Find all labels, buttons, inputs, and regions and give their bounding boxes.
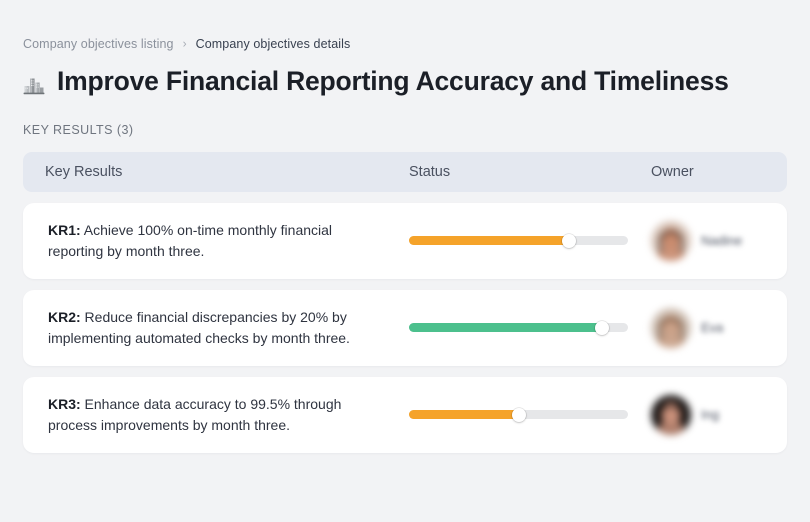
progress-handle[interactable] <box>511 407 526 422</box>
table-body: KR1: Achieve 100% on-time monthly financ… <box>23 202 787 453</box>
key-result-description: Reduce financial discrepancies by 20% by… <box>48 309 350 346</box>
breadcrumb-current: Company objectives details <box>195 37 351 51</box>
key-result-text: KR1: Achieve 100% on-time monthly financ… <box>23 220 409 261</box>
breadcrumb-parent-link[interactable]: Company objectives listing <box>23 37 174 51</box>
progress-fill <box>409 236 569 246</box>
key-result-text: KR3: Enhance data accuracy to 99.5% thro… <box>23 394 409 435</box>
progress-fill <box>409 410 519 420</box>
key-result-text: KR2: Reduce financial discrepancies by 2… <box>23 307 409 348</box>
owner-cell: Ing <box>651 394 787 435</box>
avatar[interactable] <box>651 307 691 348</box>
owner-name: Nadine <box>701 233 743 249</box>
owner-name: Eva <box>701 320 724 336</box>
owner-name: Ing <box>701 407 720 423</box>
progress-slider[interactable] <box>409 320 628 335</box>
key-result-tag: KR2: <box>48 309 81 326</box>
progress-slider[interactable] <box>409 407 628 422</box>
avatar[interactable] <box>651 220 691 261</box>
owner-cell: Eva <box>651 307 787 348</box>
table-row[interactable]: KR2: Reduce financial discrepancies by 2… <box>23 289 787 366</box>
status-cell <box>409 407 651 422</box>
key-results-table: Key Results Status Owner KR1: Achieve 10… <box>23 151 787 453</box>
key-results-section-label: KEY RESULTS (3) <box>23 122 134 137</box>
cityscape-buildings-icon <box>22 71 46 95</box>
status-cell <box>409 233 651 248</box>
column-header-owner: Owner <box>651 163 694 180</box>
page-header: Improve Financial Reporting Accuracy and… <box>0 51 810 96</box>
key-result-tag: KR1: <box>48 222 81 239</box>
column-header-key-results: Key Results <box>45 163 123 180</box>
chevron-right-icon: › <box>182 36 187 51</box>
status-cell <box>409 320 651 335</box>
table-header-row: Key Results Status Owner <box>23 151 787 192</box>
key-result-tag: KR3: <box>48 396 81 413</box>
progress-fill <box>409 323 602 333</box>
key-result-description: Achieve 100% on-time monthly financial r… <box>48 222 333 259</box>
progress-slider[interactable] <box>409 233 628 248</box>
avatar[interactable] <box>651 394 691 435</box>
progress-handle[interactable] <box>561 233 576 248</box>
column-header-status: Status <box>409 163 451 180</box>
key-result-description: Enhance data accuracy to 99.5% through p… <box>48 396 342 433</box>
breadcrumb: Company objectives listing › Company obj… <box>0 0 810 51</box>
page-title: Improve Financial Reporting Accuracy and… <box>57 65 729 96</box>
owner-cell: Nadine <box>651 220 787 261</box>
progress-handle[interactable] <box>594 320 609 335</box>
table-row[interactable]: KR3: Enhance data accuracy to 99.5% thro… <box>23 376 787 453</box>
table-row[interactable]: KR1: Achieve 100% on-time monthly financ… <box>23 202 787 279</box>
